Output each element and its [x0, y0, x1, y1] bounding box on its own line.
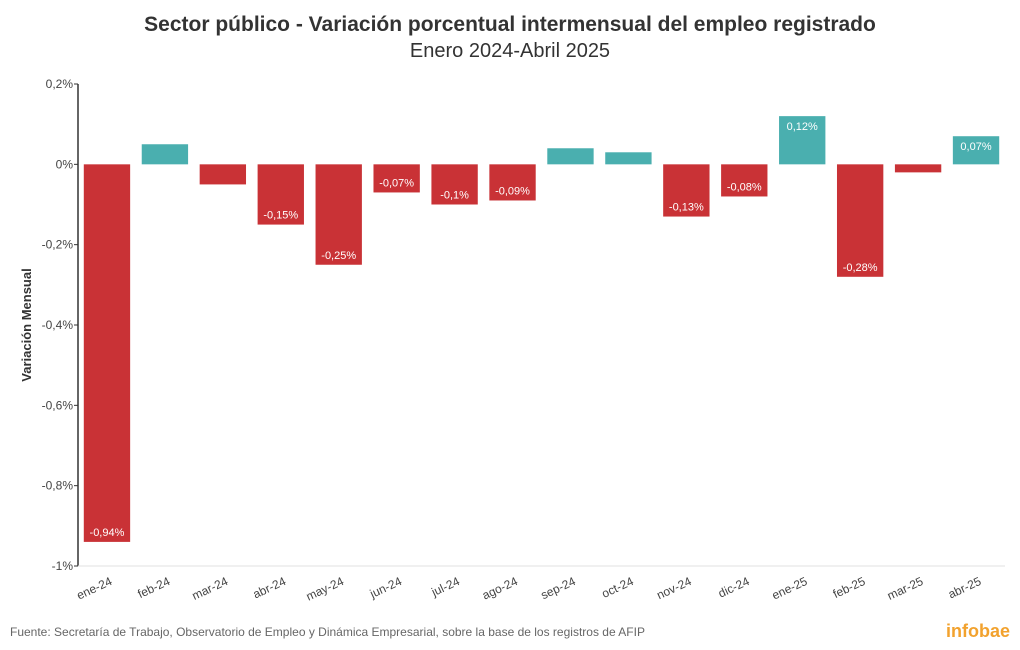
- y-tick-label: 0%: [56, 157, 74, 171]
- data-label-ene-25: 0,12%: [787, 121, 818, 133]
- bar-sep-24: [547, 148, 594, 165]
- infobae-logo: infobae: [946, 621, 1010, 641]
- y-tick-label: -0,6%: [42, 398, 74, 412]
- data-label-ago-24: -0,09%: [495, 185, 530, 197]
- bar-jul-24: [431, 164, 478, 205]
- x-tick-label: ago-24: [480, 574, 520, 603]
- x-axis-ticks: ene-24 feb-24 mar-24 abr-24 may-24 jun-24 jul-…: [74, 574, 983, 604]
- x-tick-label: nov-24: [654, 574, 693, 602]
- bar-may-24: [315, 164, 362, 265]
- bar-oct-24: [605, 152, 652, 165]
- data-label-nov-24: -0,13%: [669, 202, 704, 214]
- bar-mar-25: [894, 164, 942, 173]
- x-tick-label: sep-24: [539, 574, 578, 602]
- source-note: Fuente: Secretaría de Trabajo, Observato…: [10, 625, 645, 639]
- x-tick-label: jul-24: [428, 574, 462, 600]
- y-axis-ticks: 0,2% 0% -0,2% -0,4% -0,6% -0,8% -1%: [42, 77, 78, 573]
- x-tick-label: abr-25: [946, 574, 984, 601]
- data-label-may-24: -0,25%: [321, 250, 356, 262]
- bar-feb-25: [836, 164, 884, 277]
- y-axis-label: Variación Mensual: [19, 268, 34, 381]
- x-tick-label: oct-24: [600, 574, 636, 601]
- data-label-jun-24: -0,07%: [379, 177, 414, 189]
- data-label-dic-24: -0,08%: [727, 181, 762, 193]
- data-label-feb-25: -0,28%: [843, 262, 878, 274]
- bar-ene-24: [83, 164, 131, 542]
- y-tick-label: 0,2%: [46, 77, 74, 91]
- x-tick-label: jun-24: [367, 574, 404, 601]
- data-label-abr-24: -0,15%: [263, 210, 298, 222]
- bar-ago-24: [489, 164, 536, 201]
- bar-abr-24: [257, 164, 304, 225]
- bars-group: -0,94% -0,15% -0,25% -0,07% -0,1% -0,09% -0,13…: [83, 116, 1000, 542]
- bar-feb-24: [141, 144, 189, 165]
- bar-ene-25: [779, 116, 826, 165]
- data-label-abr-25: 0,07%: [960, 141, 991, 153]
- x-tick-label: feb-25: [831, 574, 868, 601]
- bar-jun-24: [373, 164, 420, 193]
- x-tick-label: abr-24: [251, 574, 289, 601]
- x-tick-label: ene-25: [770, 574, 810, 603]
- data-label-jul-24: -0,1%: [440, 190, 469, 202]
- y-tick-label: -0,2%: [42, 238, 74, 252]
- data-label-ene-24: -0,94%: [90, 527, 125, 539]
- x-tick-label: mar-24: [190, 574, 231, 603]
- y-tick-label: -0,8%: [42, 479, 74, 493]
- chart-title: Sector público - Variación porcentual in…: [144, 13, 876, 36]
- x-tick-label: may-24: [304, 574, 346, 604]
- bar-abr-25: [952, 136, 1000, 165]
- bar-mar-24: [199, 164, 247, 185]
- x-tick-label: ene-24: [74, 574, 114, 603]
- x-tick-label: dic-24: [716, 574, 752, 601]
- x-tick-label: mar-25: [885, 574, 926, 603]
- y-tick-label: -0,4%: [42, 318, 74, 332]
- chart-subtitle: Enero 2024-Abril 2025: [410, 40, 610, 62]
- y-tick-label: -1%: [52, 559, 74, 573]
- x-tick-label: feb-24: [135, 574, 172, 601]
- bar-dic-24: [721, 164, 768, 197]
- bar-nov-24: [663, 164, 710, 217]
